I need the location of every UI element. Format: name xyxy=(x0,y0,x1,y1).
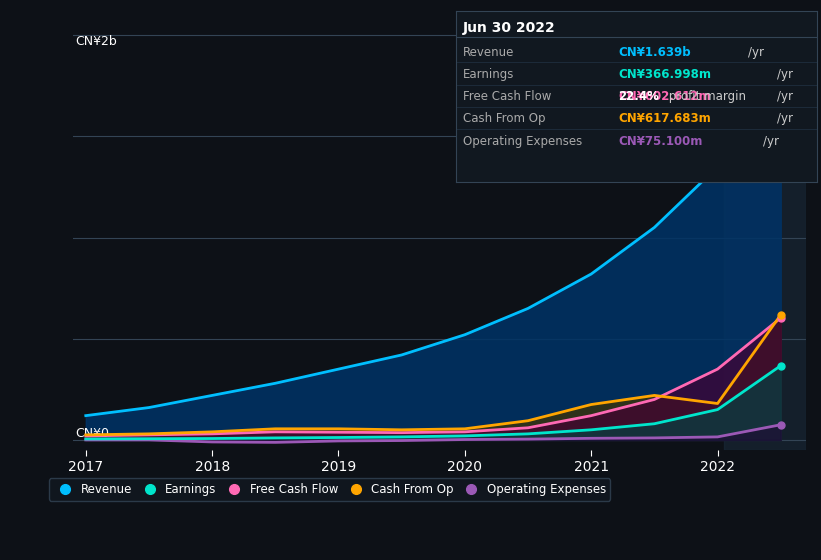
Text: /yr: /yr xyxy=(777,90,793,103)
Text: Operating Expenses: Operating Expenses xyxy=(463,134,582,147)
Text: /yr: /yr xyxy=(763,134,778,147)
Text: Free Cash Flow: Free Cash Flow xyxy=(463,90,551,103)
Text: CN¥0: CN¥0 xyxy=(76,427,110,440)
Text: CN¥617.683m: CN¥617.683m xyxy=(618,113,711,125)
Text: /yr: /yr xyxy=(748,46,764,59)
Text: profit margin: profit margin xyxy=(665,90,746,103)
Text: Jun 30 2022: Jun 30 2022 xyxy=(463,21,556,35)
Text: Revenue: Revenue xyxy=(463,46,514,59)
Text: CN¥1.639b: CN¥1.639b xyxy=(618,46,690,59)
Text: CN¥75.100m: CN¥75.100m xyxy=(618,134,703,147)
Text: /yr: /yr xyxy=(777,113,793,125)
Text: /yr: /yr xyxy=(777,68,793,81)
Text: Earnings: Earnings xyxy=(463,68,514,81)
Text: 22.4%: 22.4% xyxy=(618,90,659,103)
Legend: Revenue, Earnings, Free Cash Flow, Cash From Op, Operating Expenses: Revenue, Earnings, Free Cash Flow, Cash … xyxy=(48,478,611,501)
Bar xyxy=(724,15,806,450)
Text: Cash From Op: Cash From Op xyxy=(463,113,545,125)
Text: CN¥602.612m: CN¥602.612m xyxy=(618,90,711,103)
Text: CN¥2b: CN¥2b xyxy=(76,35,117,48)
Text: CN¥366.998m: CN¥366.998m xyxy=(618,68,711,81)
